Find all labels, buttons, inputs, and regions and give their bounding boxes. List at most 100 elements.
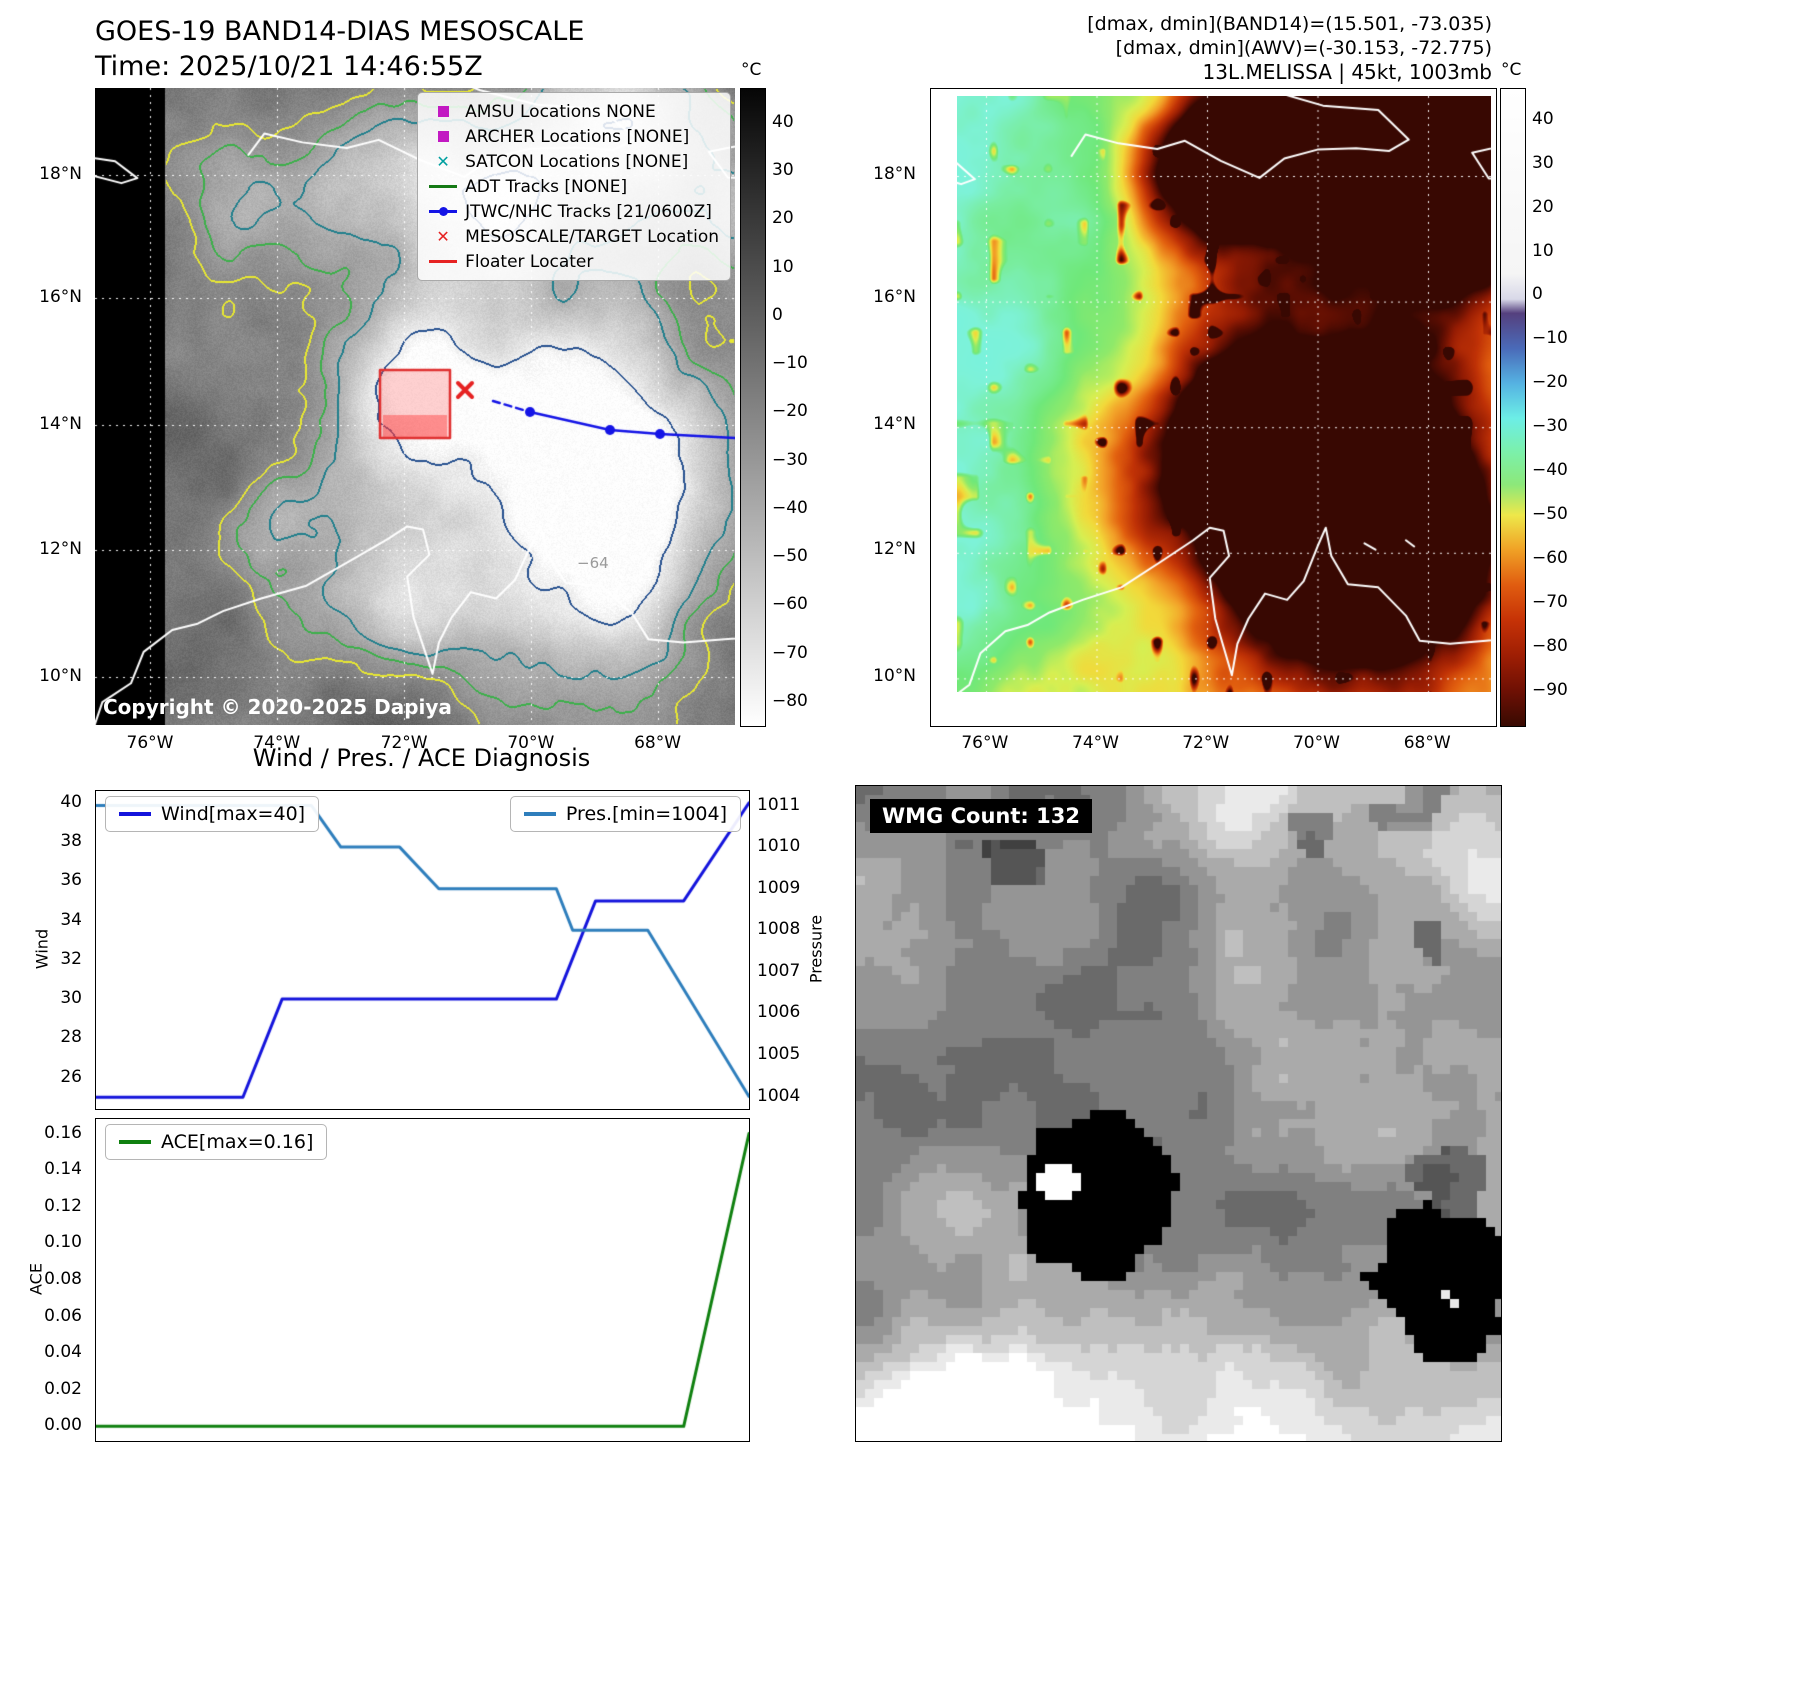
colorbar-tick-label: −20	[772, 401, 808, 422]
colorbar-tick-label: 20	[1532, 196, 1554, 217]
legend-item-label: AMSU Locations NONE	[465, 101, 656, 122]
awv-colorbar-ticks: 40 30 20 10 0 −10 −20 −30 −40 −50 −60 −70 −80 −90	[1528, 88, 1588, 725]
ace-chart: ACE[max=0.16]	[95, 1118, 750, 1442]
axis-tick-label: 0.10	[44, 1232, 82, 1253]
wind-axis-label: Wind	[32, 928, 52, 970]
ace-axis-ticks: 0.00 0.02 0.04 0.06 0.08 0.10 0.12 0.14 0.16	[0, 1118, 88, 1440]
band14-colorbar	[740, 88, 766, 727]
colorbar-tick-label: −70	[772, 642, 808, 663]
axis-tick-label: 34	[60, 909, 82, 930]
y-tick-label: 14°N	[39, 413, 82, 434]
band14-map-legend: AMSU Locations NONE ARCHER Locations [NON…	[417, 92, 731, 281]
wind-pressure-chart: Wind[max=40] Pres.[min=1004]	[95, 790, 750, 1110]
line-marker-icon	[429, 185, 458, 188]
wmg-panel: WMG Count: 132	[855, 785, 1502, 1442]
axis-tick-label: 1005	[757, 1043, 801, 1064]
pressure-axis-label: Pressure	[806, 914, 826, 984]
square-marker-icon	[429, 131, 457, 142]
chart-legend-pres.: Pres.[min=1004]	[509, 796, 741, 832]
colorbar-tick-label: −90	[1532, 679, 1568, 700]
colorbar-tick-label: 0	[772, 304, 783, 325]
legend-item: ✕ SATCON Locations [NONE]	[429, 150, 719, 173]
axis-tick-label: 0.02	[44, 1378, 82, 1399]
band14-map: AMSU Locations NONE ARCHER Locations [NON…	[95, 88, 735, 725]
colorbar-tick-label: −50	[1532, 504, 1568, 525]
legend-item: Floater Locater	[429, 250, 719, 273]
colorbar-tick-label: −20	[1532, 372, 1568, 393]
axis-tick-label: 38	[60, 831, 82, 852]
legend-series-label: Wind[max=40]	[161, 803, 306, 825]
x-tick-label: 72°W	[1182, 733, 1230, 753]
awv-map-canvas	[957, 96, 1491, 692]
colorbar-tick-label: 40	[1532, 108, 1554, 129]
axis-tick-label: 0.00	[44, 1415, 82, 1436]
legend-item-label: MESOSCALE/TARGET Location	[465, 226, 719, 247]
colorbar-tick-label: 10	[1532, 240, 1554, 261]
y-tick-label: 16°N	[39, 287, 82, 308]
x-marker-icon: ✕	[429, 153, 457, 170]
wind-pressure-chart-canvas	[96, 791, 749, 1109]
colorbar-tick-label: −30	[772, 449, 808, 470]
x-tick-label: 68°W	[1403, 733, 1451, 753]
line-glyph	[429, 260, 458, 263]
line-dot-glyph	[429, 206, 458, 217]
colorbar-tick-label: −10	[1532, 328, 1568, 349]
axis-tick-label: 0.12	[44, 1195, 82, 1216]
x-tick-label: 76°W	[126, 733, 174, 753]
colorbar-tick-label: −60	[1532, 548, 1568, 569]
axis-tick-label: 1011	[757, 794, 801, 815]
x-marker-icon: ✕	[429, 226, 457, 246]
legend-series-label: ACE[max=0.16]	[161, 1131, 314, 1153]
band14-title: GOES-19 BAND14-DIAS MESOSCALE	[95, 16, 585, 47]
colorbar-tick-label: 30	[772, 160, 794, 181]
ace-chart-canvas	[96, 1119, 749, 1441]
x-tick-label: 72°W	[380, 733, 428, 753]
colorbar-tick-label: −10	[772, 353, 808, 374]
colorbar-tick-label: −40	[1532, 460, 1568, 481]
y-tick-label: 12°N	[873, 538, 916, 559]
square-glyph	[437, 131, 449, 142]
x-tick-label: 74°W	[253, 733, 301, 753]
axis-tick-label: 1010	[757, 836, 801, 857]
legend-line-sample	[119, 812, 151, 816]
chart-legend-wind: Wind[max=40]	[105, 796, 320, 832]
square-marker-icon	[429, 106, 457, 117]
x-tick-label: 70°W	[507, 733, 555, 753]
band14-y-axis: 18°N 16°N 14°N 12°N 10°N	[0, 88, 88, 725]
x-tick-label: 76°W	[961, 733, 1009, 753]
colorbar-tick-label: −60	[772, 594, 808, 615]
axis-tick-label: 30	[60, 988, 82, 1009]
axis-tick-label: 32	[60, 948, 82, 969]
legend-item-label: ARCHER Locations [NONE]	[465, 126, 690, 147]
x-tick-label: 74°W	[1072, 733, 1119, 753]
legend-item-label: ADT Tracks [NONE]	[465, 176, 628, 197]
legend-item-label: JTWC/NHC Tracks [21/0600Z]	[465, 201, 712, 222]
wind-axis-ticks: 26 28 30 32 34 36 38 40	[0, 790, 88, 1108]
annotation-band14-extrema: [dmax, dmin](BAND14)=(15.501, -73.035)	[1087, 13, 1492, 35]
axis-tick-label: 1006	[757, 1002, 801, 1023]
legend-item-label: SATCON Locations [NONE]	[465, 151, 689, 172]
line-glyph	[429, 185, 458, 188]
y-tick-label: 14°N	[873, 413, 916, 434]
wmg-image-canvas	[856, 786, 1501, 1441]
axis-tick-label: 0.08	[44, 1269, 82, 1289]
colorbar-tick-label: 30	[1532, 152, 1554, 173]
x-tick-label: 70°W	[1292, 733, 1340, 753]
y-tick-label: 10°N	[873, 665, 916, 686]
axis-tick-label: 0.06	[44, 1305, 82, 1326]
colorbar-tick-label: −50	[772, 546, 808, 567]
annotation-storm-status: 13L.MELISSA | 45kt, 1003mb	[1202, 60, 1492, 84]
dot-part	[439, 207, 449, 216]
legend-item: AMSU Locations NONE	[429, 100, 719, 123]
colorbar-tick-label: 10	[772, 256, 794, 277]
line-dot-marker-icon	[429, 206, 458, 217]
diagnosis-chart-title: Wind / Pres. / ACE Diagnosis	[252, 744, 591, 772]
colorbar-tick-label: 20	[772, 208, 794, 229]
awv-annotation-block: [dmax, dmin](BAND14)=(15.501, -73.035) […	[900, 12, 1492, 84]
axis-tick-label: 1004	[757, 1085, 801, 1106]
colorbar-tick-label: −80	[772, 690, 808, 711]
awv-colorbar-unit: °C	[1501, 60, 1522, 80]
x-glyph: ✕	[436, 226, 450, 246]
band14-time: Time: 2025/10/21 14:46:55Z	[95, 51, 483, 82]
colorbar-tick-label: −70	[1532, 591, 1568, 612]
